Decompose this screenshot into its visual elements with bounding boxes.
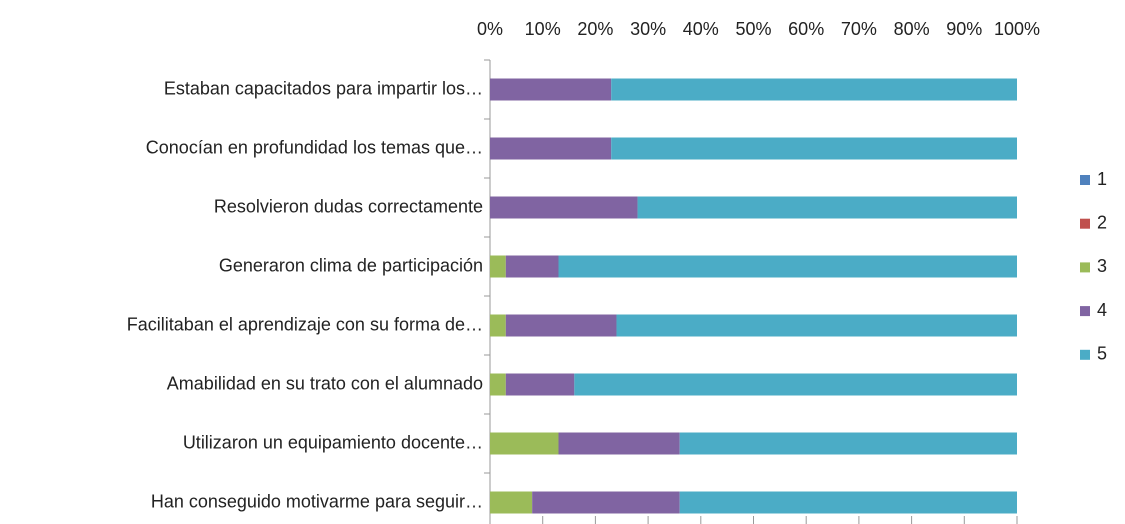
bar-segment	[505, 373, 575, 396]
bar-segment	[611, 137, 1017, 160]
bar-segment	[532, 491, 680, 514]
y-tick-label: Utilizaron un equipamiento docente…	[183, 432, 483, 452]
legend-swatch	[1080, 262, 1090, 273]
bar-segment	[558, 432, 680, 455]
x-tick-label: 10%	[525, 19, 561, 39]
y-tick-label: Generaron clima de participación	[219, 255, 483, 275]
y-tick-label: Han conseguido motivarme para seguir…	[151, 491, 483, 511]
legend-label: 3	[1097, 256, 1107, 276]
legend-swatch	[1080, 218, 1090, 229]
bar-segment	[490, 196, 638, 219]
legend-label: 4	[1097, 300, 1107, 320]
bar-segment	[574, 373, 1017, 396]
bar-segment	[679, 432, 1017, 455]
bar-segment	[505, 255, 559, 278]
x-tick-label: 70%	[841, 19, 877, 39]
x-tick-label: 50%	[735, 19, 771, 39]
x-tick-label: 90%	[946, 19, 982, 39]
bar-segment	[558, 255, 1017, 278]
y-tick-label: Facilitaban el aprendizaje con su forma …	[127, 314, 483, 334]
bar-segment	[679, 491, 1017, 514]
x-tick-label: 40%	[683, 19, 719, 39]
legend-label: 1	[1097, 169, 1107, 189]
legend-swatch	[1080, 349, 1090, 360]
x-tick-label: 100%	[994, 19, 1040, 39]
x-tick-label: 80%	[894, 19, 930, 39]
bar-segment	[505, 314, 617, 337]
legend-label: 5	[1097, 344, 1107, 364]
x-tick-label: 0%	[477, 19, 503, 39]
y-tick-label: Amabilidad en su trato con el alumnado	[167, 373, 483, 393]
x-tick-label: 60%	[788, 19, 824, 39]
bar-segment	[490, 255, 506, 278]
bar-segment	[490, 137, 612, 160]
bar-segment	[490, 432, 559, 455]
legend-swatch	[1080, 175, 1090, 185]
bar-segment	[637, 196, 1017, 219]
bar-segment	[490, 314, 506, 337]
y-tick-label: Resolvieron dudas correctamente	[214, 196, 483, 216]
bar-segment	[616, 314, 1017, 337]
legend-label: 2	[1097, 212, 1107, 232]
y-tick-label: Conocían en profundidad los temas que…	[146, 137, 483, 157]
bar-segment	[611, 78, 1017, 101]
legend-swatch	[1080, 306, 1090, 317]
x-tick-label: 30%	[630, 19, 666, 39]
bar-segment	[490, 373, 506, 396]
x-tick-label: 20%	[577, 19, 613, 39]
bar-segment	[490, 78, 612, 101]
bar-segment	[490, 491, 533, 514]
y-tick-label: Estaban capacitados para impartir los…	[164, 78, 483, 98]
